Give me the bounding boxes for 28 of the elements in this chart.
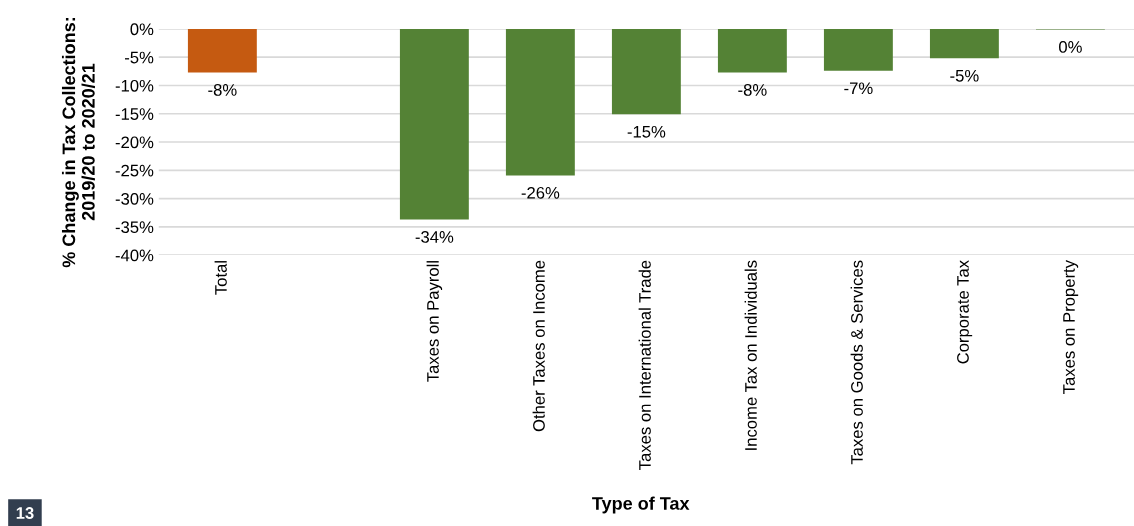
y-tick-label: 0% <box>130 23 154 36</box>
data-label: -8% <box>208 84 237 96</box>
y-tick-label: -30% <box>115 192 154 205</box>
y-tick-label: -10% <box>115 79 154 92</box>
y-tick-label: -20% <box>115 136 154 149</box>
y-axis-title: % Change in Tax Collections: 2019/20 to 2020/21 <box>61 18 95 268</box>
x-tick-label: Total <box>214 261 227 295</box>
x-tick-label: Other Taxes on Income <box>532 260 545 432</box>
text: 13 <box>16 507 34 519</box>
x-tick-label: Taxes on Goods & Services <box>850 260 863 465</box>
y-tick-label: -5% <box>125 51 154 64</box>
data-label: -7% <box>844 82 873 95</box>
x-tick-label: Taxes on Property <box>1063 259 1079 394</box>
y-tick-label: -15% <box>115 108 154 120</box>
x-tick-label: Taxes on International Trade <box>638 260 651 470</box>
y-tick-label: -40% <box>115 249 154 262</box>
data-label: -15% <box>627 125 666 138</box>
x-tick-label: Taxes on Payroll <box>426 261 443 382</box>
x-axis-title: Type of Tax <box>592 496 690 514</box>
data-label: -5% <box>950 69 979 82</box>
y-tick-label: -35% <box>115 221 154 234</box>
data-label: 0% <box>1059 41 1082 53</box>
x-tick-label: Corporate Tax <box>957 260 973 364</box>
data-label: -26% <box>521 186 560 199</box>
data-label: -8% <box>738 84 767 96</box>
x-tick-label: Income Tax on Individuals <box>744 260 757 450</box>
data-label: -34% <box>415 231 454 243</box>
y-tick-label: -25% <box>115 164 154 177</box>
